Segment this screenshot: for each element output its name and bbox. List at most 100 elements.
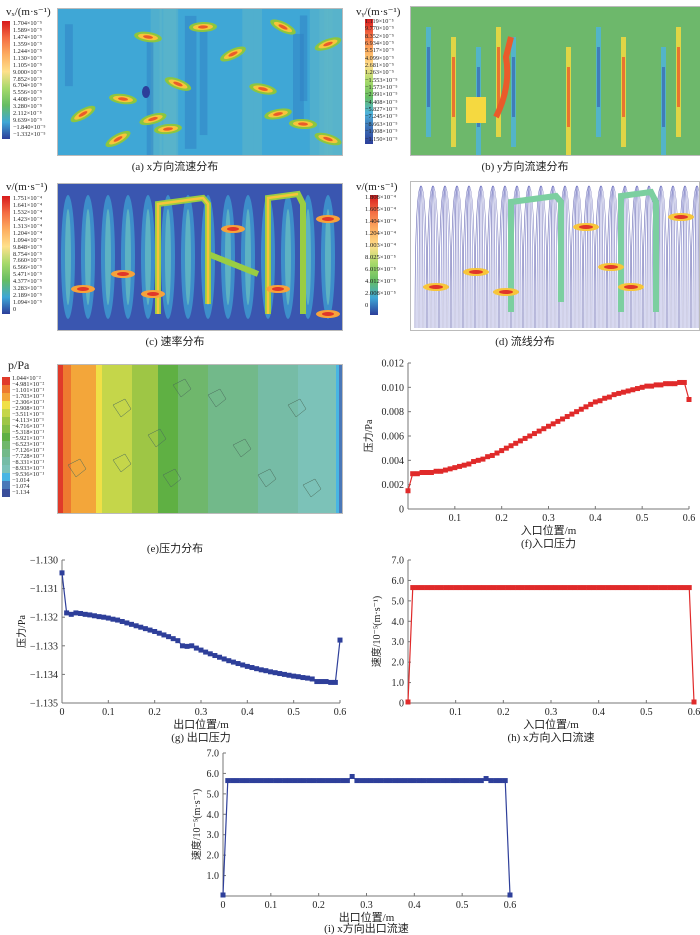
legend-label: 7.660×10⁻⁵ xyxy=(13,257,43,265)
legend-label: 1.532×10⁻⁴ xyxy=(13,208,43,216)
data-point xyxy=(610,585,616,591)
legend-label: 4.012×10⁻⁵ xyxy=(365,278,396,285)
legend-label: 6.704×10⁻⁵ xyxy=(13,82,43,90)
data-point xyxy=(478,778,484,784)
data-point xyxy=(443,585,449,591)
data-point xyxy=(368,778,374,784)
streamline-field xyxy=(410,181,700,331)
data-point xyxy=(538,585,544,591)
y-tick-label: −1.133 xyxy=(30,641,58,652)
data-point xyxy=(161,632,167,638)
y-tick-label: 0.006 xyxy=(382,432,405,443)
legend-label: −1.840×10⁻⁵ xyxy=(13,124,46,132)
data-point xyxy=(691,699,697,705)
data-point xyxy=(433,468,439,474)
data-point xyxy=(546,423,551,429)
y-axis-label: 压力/Pa xyxy=(362,419,375,452)
x-tick-label: 0.1 xyxy=(449,513,462,524)
data-point xyxy=(469,778,475,784)
legend-label: −1.150×10⁻⁵ xyxy=(365,135,398,143)
data-point xyxy=(221,656,227,662)
data-point xyxy=(419,585,425,591)
data-point xyxy=(415,585,421,591)
data-point xyxy=(378,778,384,784)
data-point xyxy=(258,667,264,673)
x-tick-label: 0.2 xyxy=(495,513,508,524)
data-point xyxy=(311,778,317,784)
data-point xyxy=(485,454,491,460)
data-point xyxy=(244,663,250,669)
legend-label: −4.408×10⁻⁵ xyxy=(365,98,398,106)
data-point xyxy=(328,679,334,685)
legend-title: vᵧ/(m·s⁻¹) xyxy=(356,6,401,18)
legend-label: 1.204×10⁻⁴ xyxy=(365,230,396,237)
data-point xyxy=(564,414,570,420)
data-point xyxy=(119,618,125,624)
data-point xyxy=(277,671,283,677)
y-tick-label: 4.0 xyxy=(392,617,405,628)
data-point xyxy=(156,630,162,636)
data-point xyxy=(567,585,573,591)
data-point xyxy=(440,778,446,784)
data-point xyxy=(681,379,687,385)
data-point xyxy=(507,892,513,898)
data-point xyxy=(644,383,650,389)
x-tick-label: 0.1 xyxy=(265,900,278,911)
legend-label: 2.008×10⁻⁵ xyxy=(365,290,396,297)
data-point xyxy=(493,778,499,784)
data-point xyxy=(491,585,497,591)
legend-label: −7.245×10⁻⁵ xyxy=(365,113,398,121)
data-point xyxy=(170,636,176,642)
data-point xyxy=(124,620,130,626)
data-point xyxy=(467,585,473,591)
data-point xyxy=(672,585,678,591)
data-point xyxy=(316,778,322,784)
data-point xyxy=(152,629,158,634)
data-point xyxy=(411,778,417,784)
data-point xyxy=(519,585,525,591)
y-tick-label: 5.0 xyxy=(207,789,220,800)
legend-labels: 1.751×10⁻⁴ 1.641×10⁻⁴ 1.532×10⁻⁴ 1.423×10⁻⁴… xyxy=(13,195,43,314)
x-tick-label: 0.6 xyxy=(334,707,347,718)
data-point xyxy=(184,643,190,649)
axes: 0 1.0 2.0 3.0 4.0 5.0 6.0 7.0 0.1 0.2 0.3 0.4 0.5 0.6 xyxy=(392,556,700,719)
data-point xyxy=(620,585,625,591)
y-tick-label: 3.0 xyxy=(392,637,405,648)
panel-a: vₓ/(m·s⁻¹) 1.704×10⁻⁵ 1.589×10⁻⁵ 1.474×10⁻… xyxy=(0,0,350,175)
y-tick-label: 7.0 xyxy=(207,749,220,760)
data-point xyxy=(429,585,435,591)
data-point xyxy=(454,778,460,784)
legend-label: 6.934×10⁻⁵ xyxy=(365,40,395,48)
data-point xyxy=(620,389,626,395)
data-point xyxy=(541,426,547,432)
legend-label: 4.099×10⁻⁵ xyxy=(365,54,395,62)
data-point xyxy=(658,382,664,388)
legend-label: 2.112×10⁻⁵ xyxy=(13,110,42,118)
legend-label: 8.025×10⁻⁵ xyxy=(365,254,396,261)
data-point xyxy=(457,463,463,469)
y-tick-label: 6.0 xyxy=(392,576,405,587)
data-point xyxy=(295,674,301,680)
legend-labels: 1.808×10⁻⁴ 1.605×10⁻⁴ 1.404×10⁻⁴ 1.204×10⁻⁴… xyxy=(365,194,396,315)
data-point xyxy=(91,613,97,619)
legend-label: 1.808×10⁻⁴ xyxy=(365,194,396,201)
x-tick-label: 0 xyxy=(221,900,226,911)
legend-title: p/Pa xyxy=(8,358,30,372)
y-tick-label: −1.130 xyxy=(30,556,58,567)
x-tick-label: 0.2 xyxy=(312,900,325,911)
y-tick-label: 0.004 xyxy=(382,456,405,467)
data-point xyxy=(448,585,454,591)
data-point xyxy=(392,778,398,784)
data-point xyxy=(115,617,121,623)
chart-inlet-velocity: 0 1.0 2.0 3.0 4.0 5.0 6.0 7.0 0.1 0.2 0.3 0.4 0.5 0.6… xyxy=(370,556,700,745)
data-point xyxy=(562,585,568,591)
x-tick-label: 0.4 xyxy=(592,707,605,718)
data-point xyxy=(330,778,336,784)
y-tick-label: 0 xyxy=(399,699,404,710)
legend-label: −5.921×10⁻¹ xyxy=(12,435,45,442)
data-point xyxy=(649,383,655,389)
legend-label: −2.908×10⁻¹ xyxy=(12,405,45,412)
data-point xyxy=(230,659,236,665)
data-point xyxy=(450,778,456,784)
data-point xyxy=(681,585,687,591)
